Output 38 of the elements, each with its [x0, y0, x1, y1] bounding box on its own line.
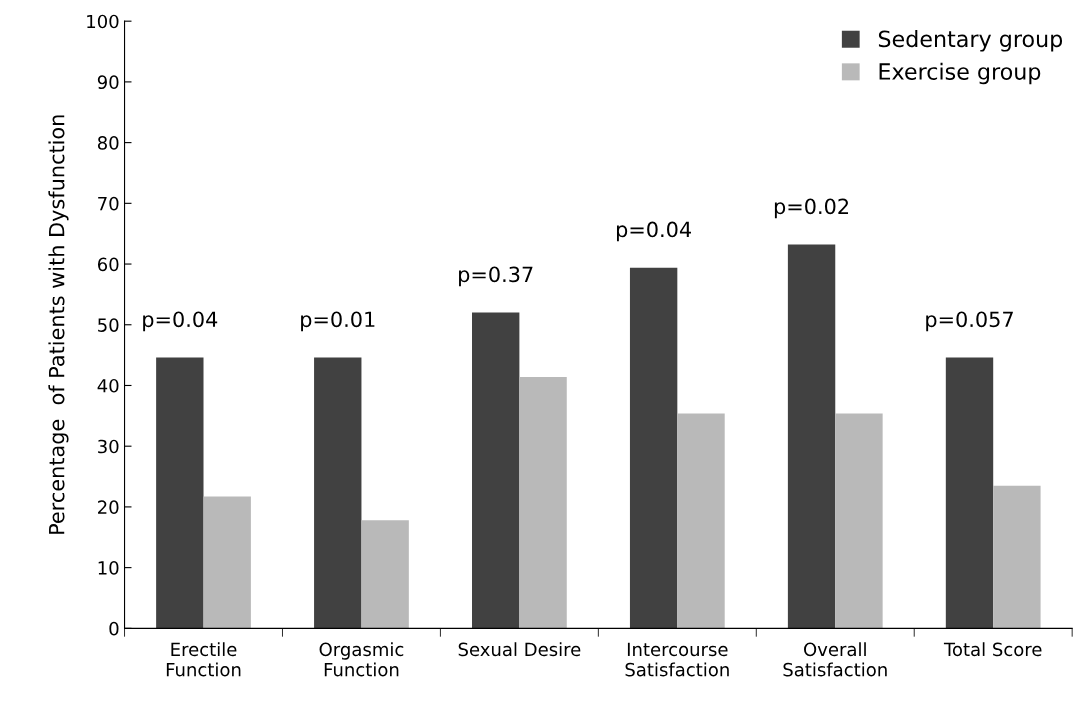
y-tick-label: 60 [97, 257, 119, 272]
annotation: p=0.01 [301, 311, 375, 332]
bar [677, 413, 725, 629]
y-tick-label: 100 [87, 14, 119, 29]
bar [472, 312, 520, 629]
bar [156, 357, 204, 629]
y-tick-label: 10 [98, 561, 119, 575]
y-tick-label: 0 [109, 621, 119, 636]
y-axis-title: Percentage of Patients with Dysfunction [48, 115, 69, 534]
y-tick-label: 70 [98, 196, 119, 211]
bar [203, 496, 251, 629]
bar [945, 357, 994, 629]
annotation: p=0.04 [616, 221, 691, 242]
bar [787, 244, 836, 629]
bar [993, 485, 1041, 629]
x-tick-label: Total Score [943, 642, 1042, 657]
y-tick-label: 90 [97, 75, 119, 90]
legend-label: Sedentary group [878, 30, 1063, 52]
y-tick-label: 50 [98, 318, 119, 332]
x-tick-label: Sexual Desire [458, 642, 581, 657]
x-tick-label: Overall Satisfaction [783, 642, 887, 677]
x-tick-label: Intercourse Satisfaction [625, 642, 729, 677]
annotation: p=0.02 [774, 198, 849, 219]
y-tick-label: 30 [98, 439, 119, 454]
bar [361, 520, 409, 629]
y-tick-label: 40 [97, 378, 119, 393]
y-tick-label: 80 [97, 136, 119, 150]
x-tick-label: Orgasmic Function [319, 642, 404, 677]
x-tick-label: Erectile Function [166, 642, 241, 677]
annotation: p=0.37 [459, 266, 533, 287]
annotation: p=0.04 [143, 311, 218, 332]
bar [314, 357, 362, 629]
y-tick-label: 20 [98, 500, 119, 515]
annotation: p=0.057 [926, 311, 1013, 332]
bar [519, 376, 567, 629]
legend-label: Exercise group [879, 62, 1041, 85]
bar [835, 413, 883, 629]
bar [629, 267, 678, 629]
